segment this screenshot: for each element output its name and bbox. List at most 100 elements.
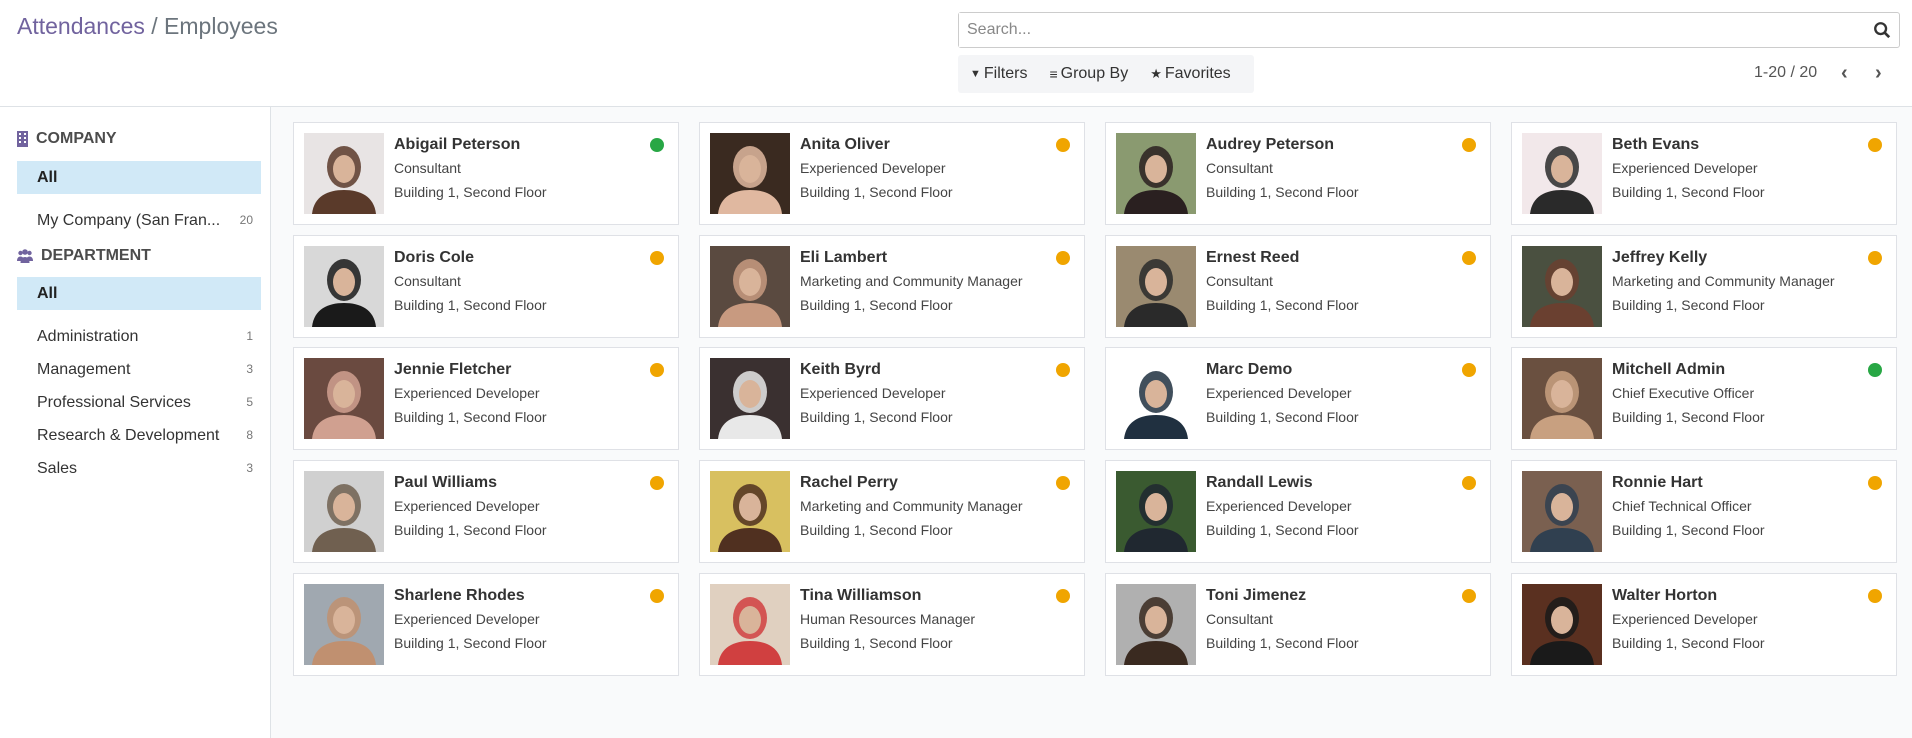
company-filter-item[interactable]: All xyxy=(17,161,261,194)
department-filter-item[interactable]: Sales 3 xyxy=(17,452,261,485)
employee-job-title: Chief Executive Officer xyxy=(1612,385,1755,401)
employee-name[interactable]: Sharlene Rhodes xyxy=(394,587,525,604)
pager-value[interactable]: 1-20 / 20 xyxy=(1754,64,1818,81)
employee-name[interactable]: Doris Cole xyxy=(394,249,475,266)
employee-name[interactable]: Rachel Perry xyxy=(800,474,898,491)
employee-card[interactable]: Abigail Peterson Consultant Building 1, Se… xyxy=(293,122,679,225)
department-filter-count: 1 xyxy=(246,329,253,343)
presence-status-icon xyxy=(1056,138,1070,152)
pager-next-button[interactable]: › xyxy=(1875,62,1882,84)
presence-status-icon xyxy=(1868,589,1882,603)
building-icon xyxy=(17,131,28,147)
employee-photo xyxy=(304,471,384,552)
employee-card[interactable]: Mitchell Admin Chief Executive Officer Bui… xyxy=(1511,347,1897,450)
pager-previous-button[interactable]: ‹ xyxy=(1841,62,1848,84)
employee-work-location: Building 1, Second Floor xyxy=(1206,297,1359,313)
employee-name[interactable]: Audrey Peterson xyxy=(1206,136,1335,153)
search-icon[interactable] xyxy=(1873,21,1891,39)
employee-work-location: Building 1, Second Floor xyxy=(1206,409,1359,425)
employee-name[interactable]: Marc Demo xyxy=(1206,361,1293,378)
control-panel: Attendances / Employees ▼Filters ≡Group … xyxy=(0,0,1912,107)
employee-name[interactable]: Jeffrey Kelly xyxy=(1612,249,1708,266)
employee-name[interactable]: Ernest Reed xyxy=(1206,249,1300,266)
employee-card[interactable]: Keith Byrd Experienced Developer Building … xyxy=(699,347,1085,450)
employee-job-title: Consultant xyxy=(1206,611,1273,627)
employee-photo xyxy=(1522,358,1602,439)
employee-card[interactable]: Paul Williams Experienced Developer Buildi… xyxy=(293,460,679,563)
employee-work-location: Building 1, Second Floor xyxy=(800,184,953,200)
employee-name[interactable]: Abigail Peterson xyxy=(394,136,521,153)
presence-status-icon xyxy=(650,476,664,490)
employee-card[interactable]: Sharlene Rhodes Experienced Developer Buil… xyxy=(293,573,679,676)
employee-card[interactable]: Tina Williamson Human Resources Manager Bu… xyxy=(699,573,1085,676)
employee-work-location: Building 1, Second Floor xyxy=(394,184,547,200)
employee-name[interactable]: Eli Lambert xyxy=(800,249,888,266)
breadcrumb-parent[interactable]: Attendances xyxy=(17,13,145,39)
presence-status-icon xyxy=(1868,363,1882,377)
employee-name[interactable]: Paul Williams xyxy=(394,474,497,491)
department-filter-item[interactable]: Research & Development 8 xyxy=(17,419,261,452)
employee-photo xyxy=(304,246,384,327)
employee-photo xyxy=(1522,246,1602,327)
department-filter-count: 3 xyxy=(246,362,253,376)
employee-name[interactable]: Keith Byrd xyxy=(800,361,881,378)
employee-work-location: Building 1, Second Floor xyxy=(394,297,547,313)
employee-card[interactable]: Ernest Reed Consultant Building 1, Second … xyxy=(1105,235,1491,338)
employee-name[interactable]: Toni Jimenez xyxy=(1206,587,1307,604)
search-input[interactable] xyxy=(959,13,1839,47)
favorites-button[interactable]: ★ Favorites xyxy=(1150,65,1230,83)
employee-card[interactable]: Marc Demo Experienced Developer Building 1… xyxy=(1105,347,1491,450)
employee-card[interactable]: Audrey Peterson Consultant Building 1, Sec… xyxy=(1105,122,1491,225)
employee-card[interactable]: Jeffrey Kelly Marketing and Community Man… xyxy=(1511,235,1897,338)
company-filter-count: 20 xyxy=(239,213,253,227)
filters-button[interactable]: ▼ Filters xyxy=(970,65,1027,83)
department-filter-item[interactable]: All xyxy=(17,277,261,310)
department-filter-item[interactable]: Administration 1 xyxy=(17,320,261,353)
employee-work-location: Building 1, Second Floor xyxy=(394,635,547,651)
department-filter-label: Research & Development xyxy=(37,427,220,444)
employee-card[interactable]: Eli Lambert Marketing and Community Manag… xyxy=(699,235,1085,338)
department-filter-label: Administration xyxy=(37,328,139,345)
employee-work-location: Building 1, Second Floor xyxy=(1612,184,1765,200)
department-filter-item[interactable]: Management 3 xyxy=(17,353,261,386)
employee-name[interactable]: Beth Evans xyxy=(1612,136,1700,153)
employee-job-title: Marketing and Community Manager xyxy=(1612,273,1835,289)
presence-status-icon xyxy=(1462,589,1476,603)
employee-name[interactable]: Randall Lewis xyxy=(1206,474,1313,491)
company-filter-item[interactable]: My Company (San Fran... 20 xyxy=(17,204,261,237)
employee-name[interactable]: Anita Oliver xyxy=(800,136,890,153)
department-filter-label: Sales xyxy=(37,460,78,477)
employee-name[interactable]: Mitchell Admin xyxy=(1612,361,1726,378)
department-filter-count: 5 xyxy=(246,395,253,409)
employee-name[interactable]: Walter Horton xyxy=(1612,587,1718,604)
employee-name[interactable]: Tina Williamson xyxy=(800,587,922,604)
employee-card[interactable]: Rachel Perry Marketing and Community Mana… xyxy=(699,460,1085,563)
employee-card[interactable]: Beth Evans Experienced Developer Building … xyxy=(1511,122,1897,225)
company-section-header: COMPANY xyxy=(17,130,117,148)
presence-status-icon xyxy=(1868,251,1882,265)
users-icon xyxy=(17,249,33,263)
employee-job-title: Experienced Developer xyxy=(1612,160,1758,176)
presence-status-icon xyxy=(1056,476,1070,490)
employee-card[interactable]: Jennie Fletcher Experienced Developer Buil… xyxy=(293,347,679,450)
department-filter-label: Management xyxy=(37,361,131,378)
employee-card[interactable]: Walter Horton Experienced Developer Buildi… xyxy=(1511,573,1897,676)
filter-icon: ▼ xyxy=(970,68,981,80)
employee-job-title: Experienced Developer xyxy=(800,160,946,176)
employee-card[interactable]: Toni Jimenez Consultant Building 1, Second… xyxy=(1105,573,1491,676)
department-title: DEPARTMENT xyxy=(41,247,151,264)
group-by-button[interactable]: ≡ Group By xyxy=(1049,65,1128,83)
presence-status-icon xyxy=(1462,138,1476,152)
employee-card[interactable]: Randall Lewis Experienced Developer Buildi… xyxy=(1105,460,1491,563)
employee-photo xyxy=(1116,584,1196,665)
bars-icon: ≡ xyxy=(1049,66,1058,82)
presence-status-icon xyxy=(1056,363,1070,377)
department-filter-item[interactable]: Professional Services 5 xyxy=(17,386,261,419)
employee-card[interactable]: Doris Cole Consultant Building 1, Second F… xyxy=(293,235,679,338)
employee-photo xyxy=(1522,133,1602,214)
employee-job-title: Marketing and Community Manager xyxy=(800,498,1023,514)
employee-card[interactable]: Anita Oliver Experienced Developer Buildin… xyxy=(699,122,1085,225)
employee-name[interactable]: Jennie Fletcher xyxy=(394,361,512,378)
employee-name[interactable]: Ronnie Hart xyxy=(1612,474,1703,491)
employee-card[interactable]: Ronnie Hart Chief Technical Officer Buildi… xyxy=(1511,460,1897,563)
